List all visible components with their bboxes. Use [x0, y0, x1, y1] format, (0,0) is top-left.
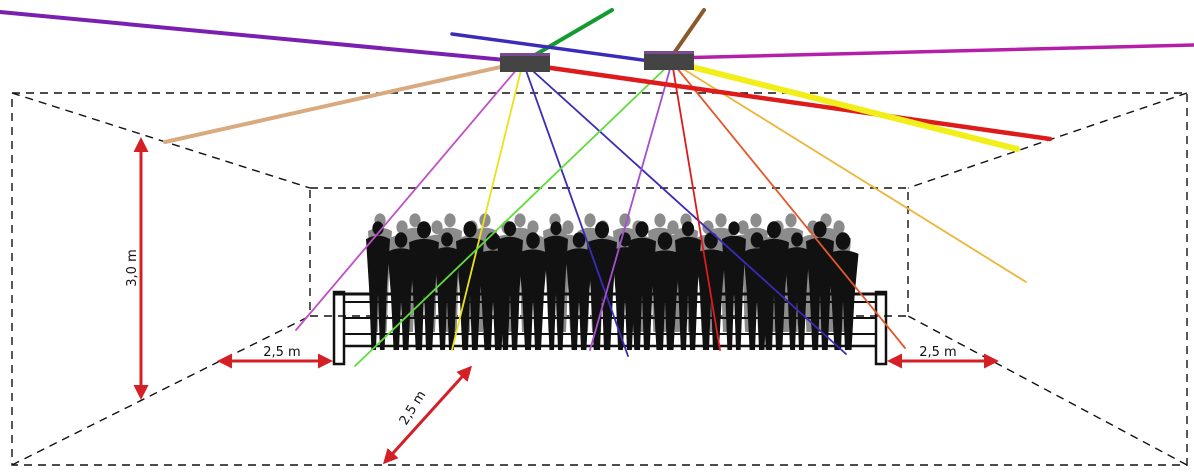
crowd-front-person [518, 232, 548, 350]
front-gap-arrow [382, 365, 473, 465]
beam-yellow-center [451, 61, 524, 351]
height-label: 3,0 m [125, 249, 140, 286]
beam-blue-top [450, 32, 674, 66]
beam-magenta-left [295, 61, 524, 331]
room-edge-top-left [11, 92, 311, 189]
beam-red-center [671, 61, 721, 351]
beam-magenta-long [670, 43, 1194, 60]
beam-violet-long [0, 10, 528, 64]
laser-projector-right [644, 51, 694, 70]
beam-red-long [520, 61, 1053, 142]
beam-amber [671, 61, 1027, 283]
beam-blue-center [522, 61, 629, 357]
crowd-front-person [827, 232, 859, 350]
laser-projector-left [500, 53, 550, 72]
beam-blue-right [522, 61, 847, 355]
laser-beams-thin [295, 61, 1027, 367]
beam-orange-red [671, 61, 906, 349]
beam-light-green [354, 61, 673, 367]
beam-yellow-thick [669, 59, 1020, 152]
front-gap-label: 2,5 m [397, 388, 430, 428]
crowd-front-person [565, 232, 593, 350]
beam-brown-up [670, 8, 706, 58]
barrier-left-post [332, 290, 346, 366]
crowd-front-person [784, 232, 810, 350]
barrier-right-post [874, 290, 888, 366]
crowd-silhouette [366, 221, 859, 350]
beam-violet-center [589, 61, 673, 351]
dimension-arrows [133, 137, 999, 465]
crowd-front-person [649, 232, 681, 350]
room-edge-bottom-right [907, 315, 1188, 466]
room-edge-bottom-left [11, 315, 311, 466]
crowd-front-person [387, 232, 415, 350]
left-gap-label: 2,5 m [263, 345, 300, 360]
laser-beams-thick [0, 8, 1194, 152]
right-gap-label: 2,5 m [919, 345, 956, 360]
barrier-fence [332, 290, 888, 366]
laser-projector-right-top [644, 51, 694, 54]
beam-tan [163, 60, 525, 144]
laser-projector-left-top [500, 53, 550, 56]
room-outer-frame [11, 92, 1188, 466]
